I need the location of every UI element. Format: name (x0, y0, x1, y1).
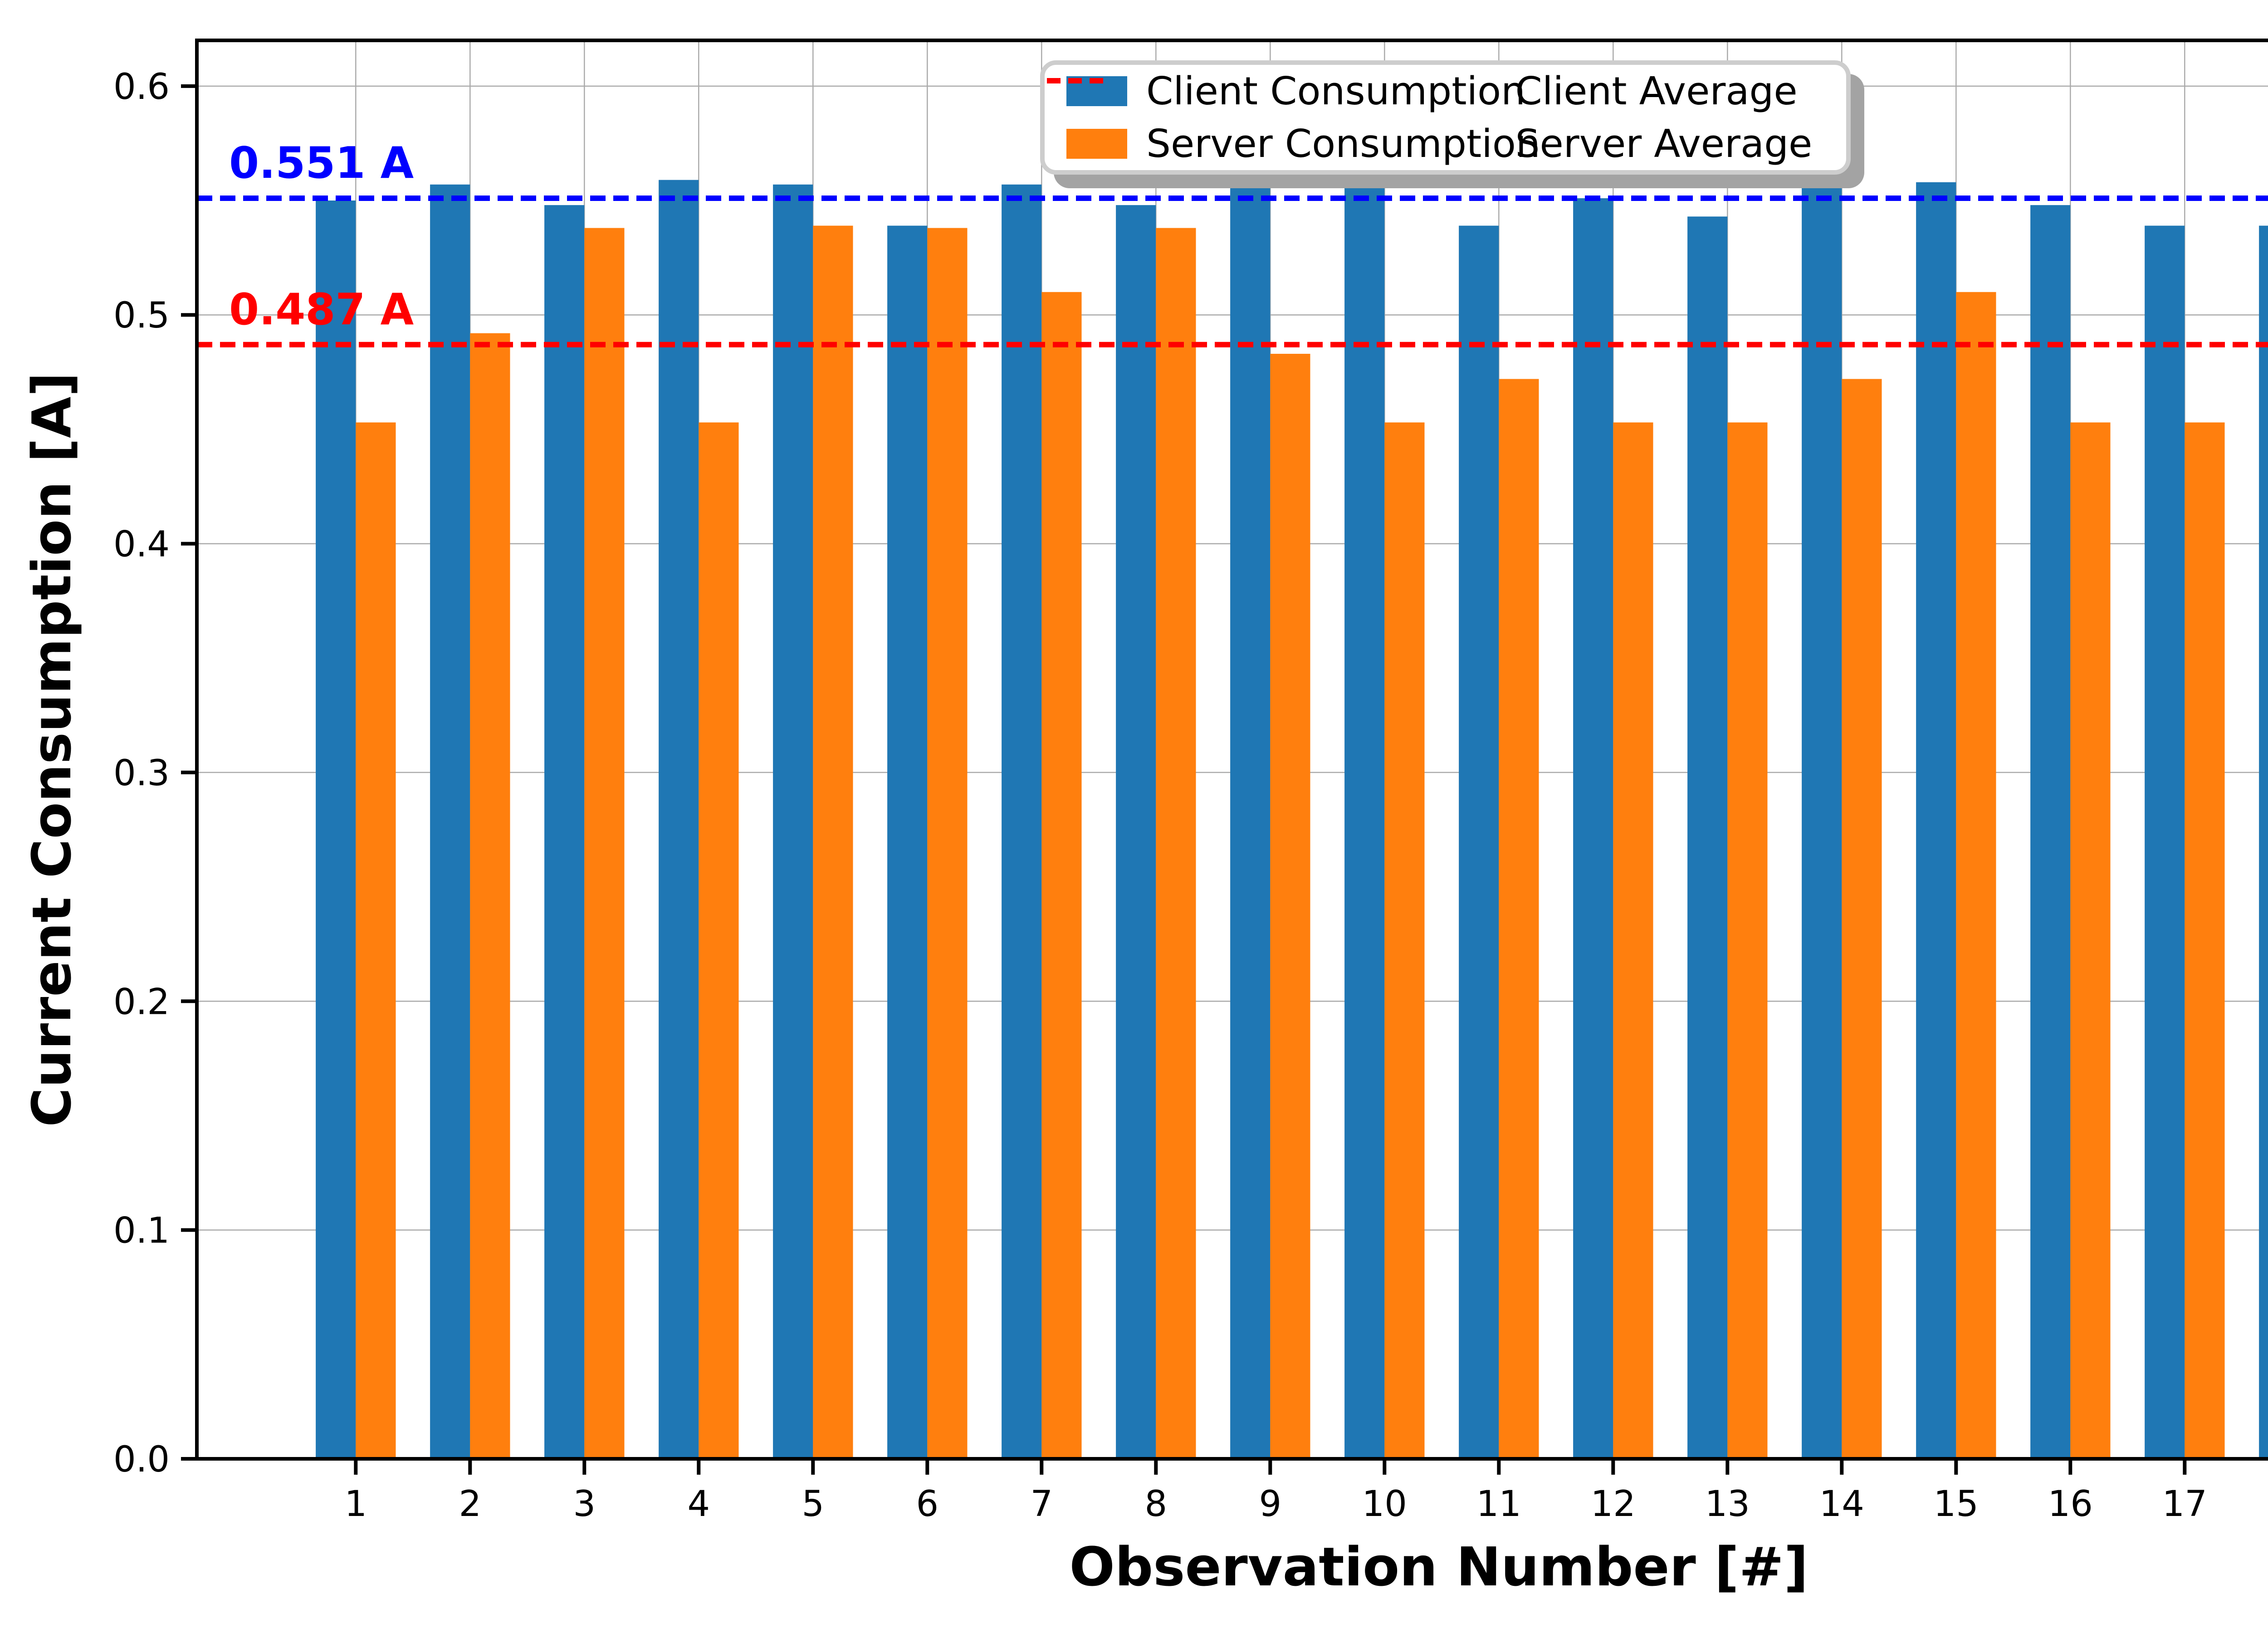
x-tick-label: 6 (916, 1484, 938, 1525)
legend-entry-server-consumption: Server Consumption (1045, 117, 1540, 170)
bar-client-13 (1687, 216, 1728, 1459)
legend: Client Consumption Server Consumption Cl… (1040, 60, 1851, 175)
x-tick-label: 17 (2162, 1484, 2207, 1525)
x-tick-label: 7 (1030, 1484, 1053, 1525)
x-tick-label: 2 (459, 1484, 481, 1525)
bar-server-3 (584, 228, 625, 1459)
legend-label-server-average: Server Average (1515, 121, 1813, 166)
y-tick-label: 0.0 (113, 1439, 170, 1480)
x-tick-label: 10 (1362, 1484, 1407, 1525)
server-average-dash-icon (1047, 78, 1106, 83)
bar-client-1 (316, 200, 356, 1459)
x-tick-label: 14 (1819, 1484, 1864, 1525)
bar-client-9 (1230, 180, 1271, 1459)
plot-border (195, 39, 2268, 1461)
x-tick-label: 16 (2048, 1484, 2093, 1525)
bar-client-3 (544, 205, 585, 1459)
bar-server-5 (813, 225, 853, 1459)
bar-client-4 (659, 180, 699, 1459)
client-average-annotation: 0.551 A (229, 138, 414, 188)
x-tick-label: 13 (1705, 1484, 1750, 1525)
bar-server-9 (1270, 353, 1310, 1459)
y-tick-label: 0.5 (113, 295, 170, 336)
x-tick-label: 15 (1934, 1484, 1979, 1525)
legend-label-client-average: Client Average (1515, 68, 1798, 114)
bar-server-7 (1041, 292, 1082, 1459)
bar-server-6 (927, 228, 968, 1459)
bar-client-15 (1916, 182, 1956, 1459)
y-tick-label: 0.2 (113, 982, 170, 1022)
bar-client-5 (773, 184, 813, 1459)
bar-server-15 (1956, 292, 1996, 1459)
bar-client-12 (1573, 198, 1613, 1459)
y-tick-label: 0.3 (113, 753, 170, 794)
bar-client-2 (430, 184, 470, 1459)
bar-client-14 (1802, 182, 1842, 1459)
legend-label-client-consumption: Client Consumption (1146, 68, 1526, 114)
bar-server-2 (470, 333, 510, 1459)
y-axis-title: Current Consumption [A] (20, 372, 83, 1127)
bar-client-10 (1344, 173, 1385, 1459)
legend-entry-client-average: Client Average (1047, 65, 1846, 117)
bar-server-11 (1499, 379, 1539, 1459)
bar-server-4 (699, 422, 739, 1459)
legend-entry-client-consumption: Client Consumption (1045, 65, 1525, 117)
x-tick-label: 9 (1259, 1484, 1281, 1525)
server-swatch-icon (1066, 129, 1127, 159)
bar-server-14 (1842, 379, 1882, 1459)
bar-client-17 (2145, 225, 2185, 1459)
bar-server-12 (1613, 422, 1653, 1459)
bar-server-1 (356, 422, 396, 1459)
server-average-annotation: 0.487 A (229, 285, 414, 335)
x-tick-label: 4 (687, 1484, 710, 1525)
bar-client-6 (887, 225, 928, 1459)
x-axis-title: Observation Number [#] (1069, 1535, 1808, 1598)
x-tick-label: 12 (1591, 1484, 1636, 1525)
bar-client-16 (2030, 205, 2071, 1459)
x-tick-label: 1 (344, 1484, 367, 1525)
bar-client-18 (2259, 225, 2268, 1459)
x-tick-label: 3 (573, 1484, 596, 1525)
y-tick-label: 0.6 (113, 67, 170, 108)
y-tick-label: 0.1 (113, 1211, 170, 1252)
y-tick-label: 0.4 (113, 524, 170, 565)
bar-client-11 (1459, 225, 1499, 1459)
x-tick-label: 11 (1476, 1484, 1521, 1525)
legend-entry-server-average: Server Average (1047, 78, 1846, 170)
x-tick-label: 8 (1144, 1484, 1167, 1525)
bar-server-17 (2185, 422, 2225, 1459)
bar-client-7 (1002, 184, 1042, 1459)
bar-server-8 (1156, 228, 1196, 1459)
bar-server-16 (2070, 422, 2111, 1459)
legend-label-server-consumption: Server Consumption (1146, 121, 1540, 166)
x-tick-label: 5 (802, 1484, 824, 1525)
bar-client-8 (1116, 205, 1156, 1459)
bar-server-13 (1727, 422, 1768, 1459)
bar-server-10 (1384, 422, 1425, 1459)
